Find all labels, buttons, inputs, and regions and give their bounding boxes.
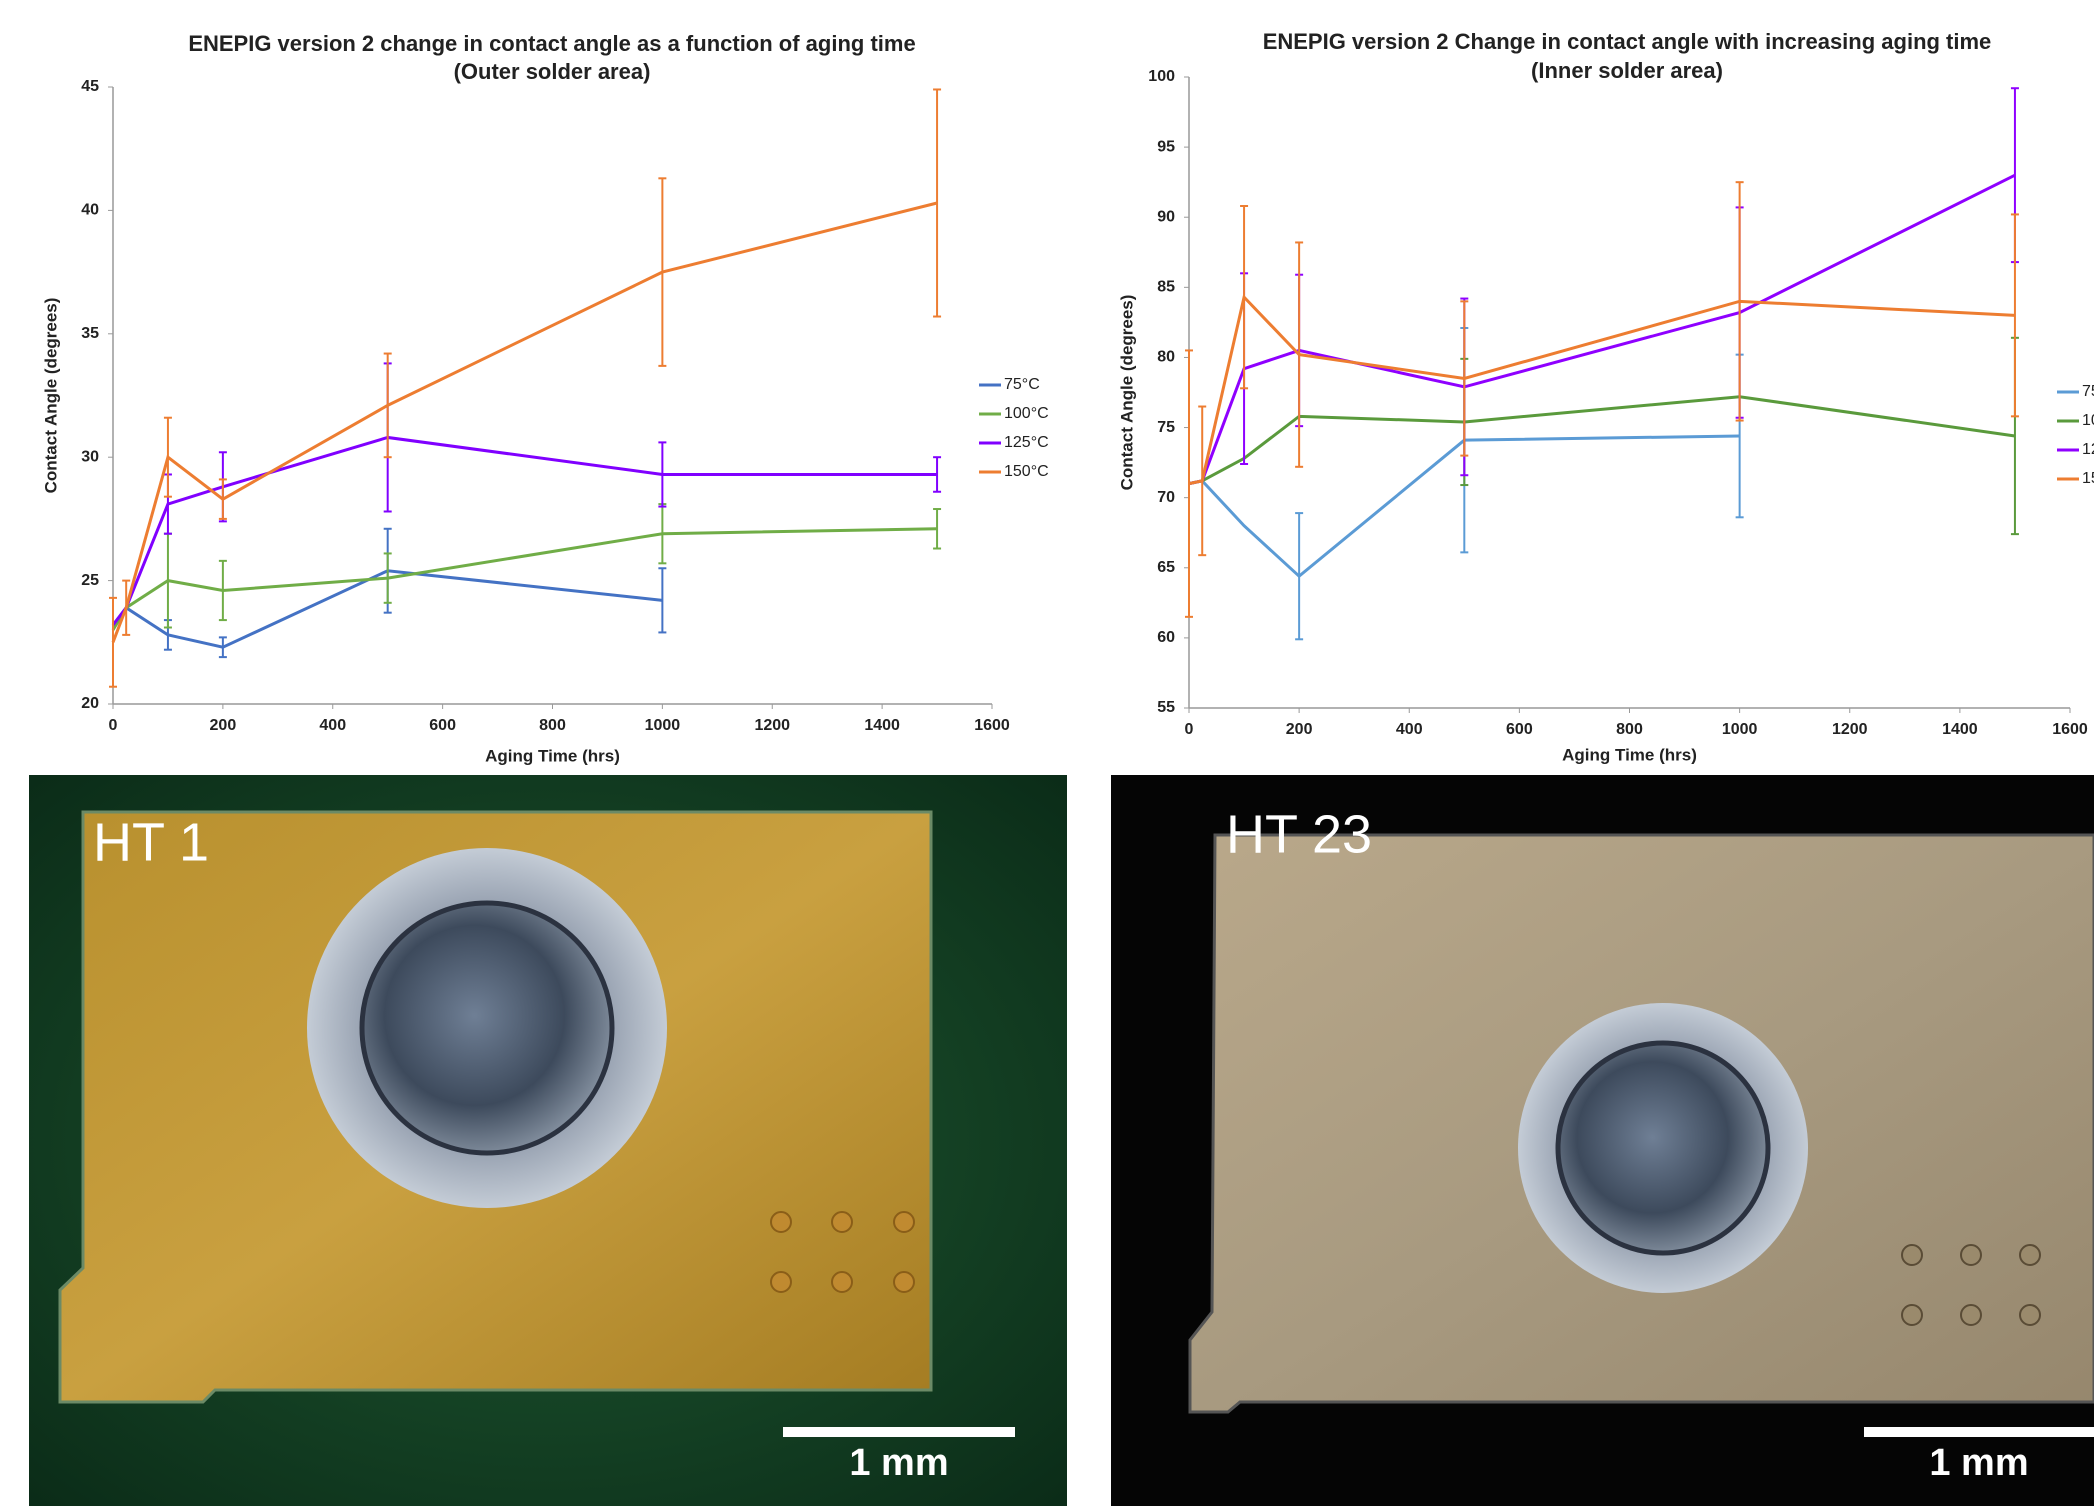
x-axis-label: Aging Time (hrs) — [485, 746, 620, 765]
x-tick-label: 1000 — [645, 717, 681, 734]
x-tick-label: 400 — [319, 717, 346, 734]
legend-label: 75°C — [2082, 383, 2094, 400]
scale-bar-label: 1 mm — [1929, 1442, 2028, 1484]
y-tick-label: 65 — [1157, 559, 1175, 576]
legend-label: 125°C — [1004, 434, 1049, 451]
x-tick-label: 800 — [1616, 721, 1643, 738]
x-tick-label: 1400 — [864, 717, 900, 734]
legend-label: 100°C — [1004, 405, 1049, 422]
photo-label: HT 1 — [93, 812, 209, 872]
legend-label: 150°C — [2082, 470, 2094, 487]
series-line — [113, 203, 937, 642]
x-tick-label: 1600 — [974, 717, 1010, 734]
y-tick-label: 95 — [1157, 138, 1175, 155]
photo-ht23: HT 23 1 mm — [1111, 775, 2094, 1506]
y-tick-label: 90 — [1157, 208, 1175, 225]
figure: HT 1 1 mm HT 23 1 mm ENEPIG version 2 ch… — [0, 0, 2094, 1506]
scale-bar-label: 1 mm — [849, 1442, 948, 1484]
x-tick-label: 1000 — [1722, 721, 1758, 738]
photo-ht1: HT 1 1 mm — [29, 775, 1067, 1506]
y-tick-label: 25 — [81, 572, 99, 589]
y-axis-label: Contact Angle (degrees) — [41, 298, 60, 494]
y-tick-label: 55 — [1157, 699, 1175, 716]
x-tick-label: 400 — [1396, 721, 1423, 738]
legend-label: 100°C — [2082, 412, 2094, 429]
y-tick-label: 40 — [81, 202, 99, 219]
series-line — [1189, 397, 2015, 484]
x-tick-label: 0 — [109, 717, 118, 734]
y-tick-label: 75 — [1157, 419, 1175, 436]
y-axis-label: Contact Angle (degrees) — [1117, 295, 1136, 491]
x-tick-label: 1600 — [2052, 721, 2088, 738]
x-tick-label: 1200 — [1832, 721, 1868, 738]
page: {"chart_data":[ {"type":"line","title":"… — [0, 0, 2094, 1506]
legend-label: 150°C — [1004, 463, 1049, 480]
y-tick-label: 20 — [81, 695, 99, 712]
y-tick-label: 100 — [1148, 68, 1175, 85]
x-tick-label: 800 — [539, 717, 566, 734]
y-tick-label: 80 — [1157, 349, 1175, 366]
error-bar — [122, 581, 130, 635]
chart-title: ENEPIG version 2 change in contact angle… — [188, 31, 915, 56]
legend-label: 125°C — [2082, 441, 2094, 458]
chart-subtitle: (Inner solder area) — [1531, 58, 1723, 83]
y-tick-label: 60 — [1157, 629, 1175, 646]
error-bar — [109, 598, 117, 687]
y-tick-label: 85 — [1157, 279, 1175, 296]
series-line — [113, 529, 937, 630]
x-tick-label: 0 — [1185, 721, 1194, 738]
photo-label: HT 23 — [1226, 804, 1372, 864]
y-tick-label: 35 — [81, 325, 99, 342]
x-tick-label: 600 — [429, 717, 456, 734]
x-tick-label: 600 — [1506, 721, 1533, 738]
x-tick-label: 1200 — [754, 717, 790, 734]
y-tick-label: 30 — [81, 448, 99, 465]
chart-subtitle: (Outer solder area) — [454, 59, 651, 84]
error-bar — [1240, 206, 1248, 388]
y-tick-label: 70 — [1157, 489, 1175, 506]
legend-label: 75°C — [1004, 376, 1040, 393]
x-axis-label: Aging Time (hrs) — [1562, 745, 1697, 764]
chart: ENEPIG version 2 Change in contact angle… — [1117, 29, 2094, 765]
x-tick-label: 200 — [210, 717, 237, 734]
error-bar — [1295, 513, 1303, 639]
error-bar — [164, 418, 172, 497]
chart-title: ENEPIG version 2 Change in contact angle… — [1263, 29, 1992, 54]
chart: ENEPIG version 2 change in contact angle… — [41, 31, 1048, 766]
series-line — [1189, 297, 2015, 483]
x-tick-label: 200 — [1286, 721, 1313, 738]
y-tick-label: 45 — [81, 78, 99, 95]
x-tick-label: 1400 — [1942, 721, 1978, 738]
